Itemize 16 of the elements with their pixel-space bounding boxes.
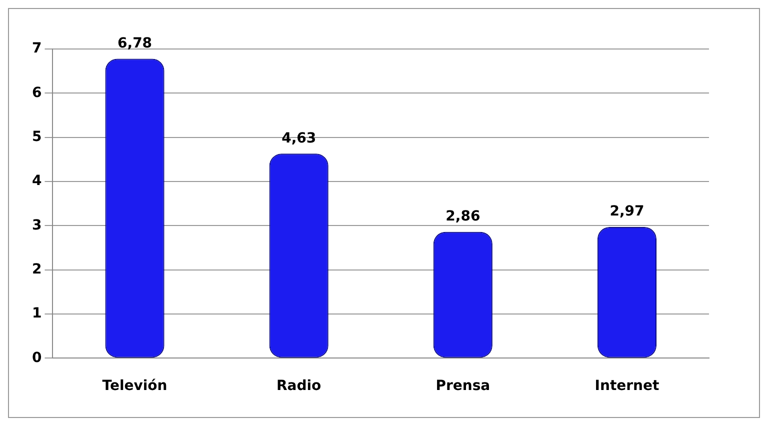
y-tick-label: 3 [32, 217, 42, 234]
data-label: 4,63 [282, 130, 316, 146]
x-tick-label: Internet [594, 378, 660, 394]
y-tick-label: 5 [32, 128, 42, 145]
data-label: 2,86 [446, 208, 480, 225]
y-tick-label: 7 [32, 40, 42, 57]
y-tick-label: 4 [32, 173, 42, 190]
data-label: 2,97 [610, 204, 644, 220]
y-tick-label: 2 [32, 262, 42, 278]
y-tick-label: 6 [32, 84, 42, 101]
x-tick-label: Prensa [436, 378, 490, 394]
x-tick-label: Televión [102, 378, 168, 394]
y-tick-label: 1 [32, 306, 42, 322]
y-tick-label: 0 [32, 350, 42, 366]
data-label: 6,78 [118, 35, 152, 52]
x-tick-label: Radio [276, 378, 322, 394]
